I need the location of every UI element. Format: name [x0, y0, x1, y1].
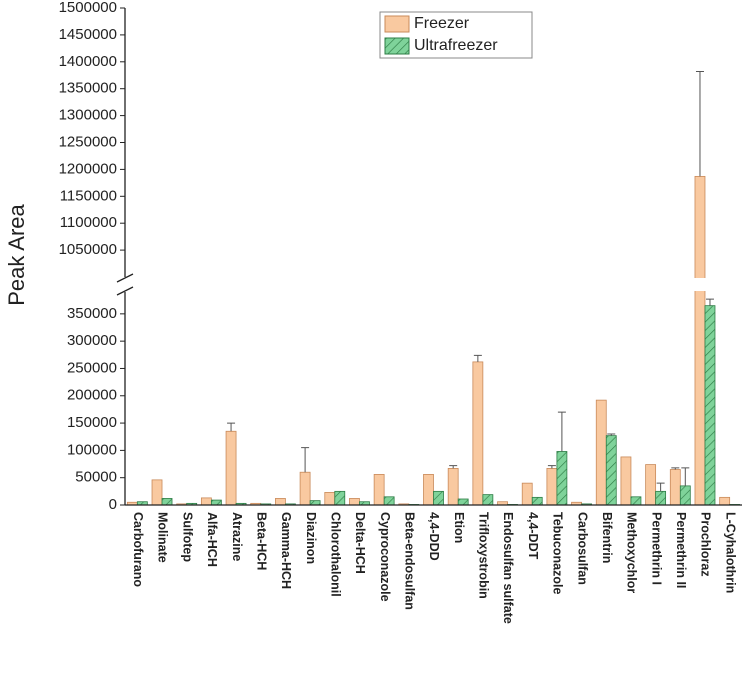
x-tick-label: Permethrin I	[649, 512, 663, 585]
y-tick-label: 0	[109, 496, 117, 513]
x-tick-label: Beta-HCH	[254, 512, 268, 570]
bar	[299, 471, 311, 506]
y-tick-label: 1400000	[59, 53, 117, 70]
bar	[704, 305, 716, 506]
bar	[225, 430, 237, 506]
legend-label: Freezer	[414, 15, 470, 32]
y-tick-label: 1450000	[59, 26, 117, 43]
legend-swatch	[384, 37, 410, 55]
x-tick-label: Cyproconazole	[378, 512, 392, 602]
error-bar	[473, 354, 482, 362]
bar	[546, 468, 558, 506]
x-tick-label: Methoxychlor	[625, 512, 639, 593]
x-tick-label: Delta-HCH	[353, 512, 367, 574]
bar	[161, 498, 173, 506]
legend-label: Ultrafreezer	[414, 37, 498, 54]
bar	[655, 490, 667, 506]
y-tick-label: 250000	[67, 359, 117, 376]
bar	[151, 479, 163, 506]
y-tick-label: 1250000	[59, 133, 117, 150]
y-tick-label: 300000	[67, 332, 117, 349]
y-axis-label: Peak Area	[4, 203, 29, 305]
bar	[447, 468, 459, 506]
bar	[630, 496, 642, 506]
error-bar	[547, 465, 556, 469]
y-tick-label: 350000	[67, 305, 117, 322]
y-tick-label: 100000	[67, 441, 117, 458]
x-tick-label: Beta-endosulfan	[403, 512, 417, 610]
x-tick-label: Molinate	[156, 512, 170, 563]
legend-swatch	[384, 15, 410, 33]
x-tick-label: Diazinon	[304, 512, 318, 564]
bar	[620, 456, 632, 506]
error-bar	[656, 482, 665, 492]
bar	[334, 490, 346, 506]
bar	[309, 500, 321, 506]
y-tick-label: 50000	[75, 469, 117, 486]
bar	[482, 494, 494, 506]
x-tick-label: Alfa-HCH	[205, 512, 219, 567]
x-tick-label: Carbosulfan	[575, 512, 589, 585]
bar	[719, 496, 731, 506]
bar	[423, 474, 434, 506]
x-tick-label: Atrazine	[230, 512, 244, 561]
bar	[531, 496, 543, 506]
bar	[679, 485, 691, 506]
error-bar	[681, 467, 690, 486]
bar	[324, 492, 336, 506]
bar	[200, 497, 212, 506]
bar	[457, 498, 469, 506]
bar	[645, 464, 657, 506]
x-tick-label: Tebuconazole	[551, 512, 565, 594]
bar	[349, 498, 360, 506]
y-tick-label: 1050000	[59, 241, 117, 258]
bar	[556, 451, 568, 506]
break-mark	[116, 273, 134, 296]
x-tick-label: Endosulfan sulfate	[501, 512, 515, 624]
bar	[669, 469, 681, 506]
bar	[275, 498, 286, 506]
y-tick-label: 1200000	[59, 160, 117, 177]
bar	[595, 399, 607, 506]
x-tick-label: 4,4-DDT	[526, 512, 540, 560]
bar	[433, 490, 444, 506]
x-tick-label: Trifloxystrobin	[477, 512, 491, 599]
bar	[694, 175, 706, 506]
bar	[472, 361, 484, 506]
x-tick-label: L-Cyhalothrin	[723, 512, 737, 593]
y-tick-label: 150000	[67, 414, 117, 431]
x-tick-label: 4,4-DDD	[427, 512, 441, 561]
error-bar	[705, 298, 714, 306]
y-tick-label: 1300000	[59, 107, 117, 124]
error-bar	[227, 422, 236, 432]
y-tick-label: 1500000	[59, 0, 117, 16]
x-tick-label: Gamma-HCH	[279, 512, 293, 589]
error-bar	[695, 70, 704, 177]
y-tick-label: 1150000	[60, 187, 117, 204]
x-tick-label: Prochloraz	[699, 512, 713, 577]
y-tick-label: 200000	[67, 387, 117, 404]
bar	[605, 435, 617, 506]
error-bar	[301, 447, 310, 473]
x-tick-label: Chlorothalonil	[328, 512, 342, 597]
y-tick-label: 1100000	[60, 214, 117, 231]
axis-break	[115, 278, 744, 291]
error-bar	[557, 411, 566, 452]
x-tick-label: Etion	[452, 512, 466, 543]
error-bar	[449, 465, 458, 469]
bar	[521, 482, 533, 506]
x-tick-label: Sulfotep	[180, 512, 194, 562]
bar	[383, 496, 395, 506]
y-tick-label: 1350000	[59, 80, 117, 97]
x-tick-label: Permethrin II	[674, 512, 688, 588]
error-bar	[671, 467, 680, 470]
bar	[373, 474, 385, 506]
bar	[210, 499, 222, 506]
x-tick-label: Carbofurano	[131, 512, 145, 587]
x-tick-label: Bifentrin	[600, 512, 614, 563]
error-bar	[607, 433, 616, 436]
